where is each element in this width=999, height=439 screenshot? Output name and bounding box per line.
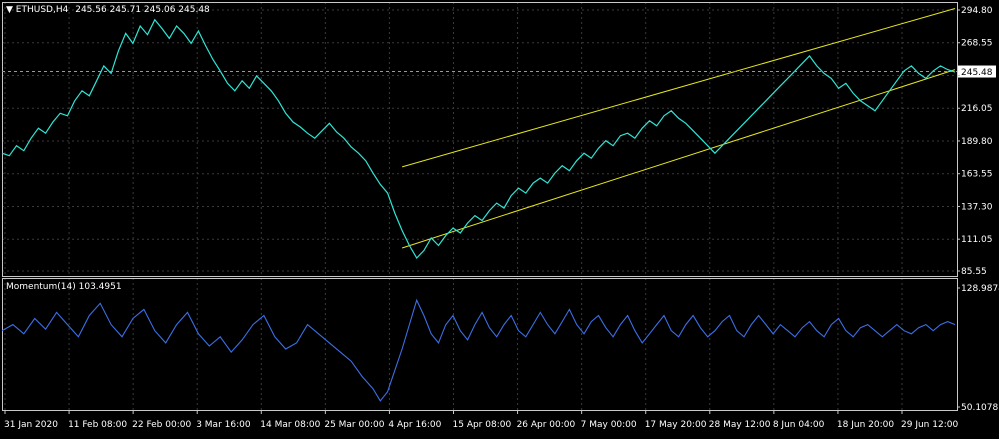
price-series-line xyxy=(1,18,956,259)
ohlc-values: 245.56 245.71 245.06 245.48 xyxy=(75,5,210,15)
time-axis-label: 22 Feb 00:00 xyxy=(132,420,191,430)
time-axis-label: 4 Apr 16:00 xyxy=(388,420,441,430)
indicator-axis-label: 128.9874 xyxy=(961,284,999,294)
price-axis-label: 163.55 xyxy=(961,170,993,180)
last-price-label: 245.48 xyxy=(961,68,993,78)
time-axis-label: 29 Jun 12:00 xyxy=(901,420,958,430)
last-price-marker xyxy=(958,65,996,78)
time-axis-label: 14 Mar 08:00 xyxy=(260,420,320,430)
time-axis-label: 15 Apr 08:00 xyxy=(453,420,512,430)
momentum-label: Momentum(14) 103.4951 xyxy=(6,282,122,292)
time-axis-label: 11 Feb 08:00 xyxy=(68,420,127,430)
price-axis-label: 137.30 xyxy=(961,202,993,212)
price-axis-label: 111.05 xyxy=(961,235,993,245)
time-axis-label: 8 Jun 04:00 xyxy=(773,420,825,430)
channel-line-upper[interactable] xyxy=(401,8,956,168)
indicator-pane-frame xyxy=(2,278,958,411)
channel-line-lower[interactable] xyxy=(401,69,956,249)
price-axis-label: 216.05 xyxy=(961,104,993,114)
time-axis-label: 28 May 12:00 xyxy=(709,420,771,430)
time-axis-label: 31 Jan 2020 xyxy=(4,420,58,430)
time-axis-label: 26 Apr 00:00 xyxy=(517,420,576,430)
symbol-label: ETHUSD,H4 xyxy=(15,5,69,15)
price-axis-label: 189.80 xyxy=(961,137,993,147)
time-axis-label: 17 May 20:00 xyxy=(645,420,707,430)
collapse-triangle-icon[interactable]: ▼ xyxy=(6,5,13,15)
indicator-axis-label: 50.1078 xyxy=(961,403,998,413)
momentum-series-line xyxy=(1,298,956,402)
time-axis-label: 7 May 00:00 xyxy=(581,420,637,430)
price-axis-label: 85.55 xyxy=(961,267,987,277)
price-axis-label: 268.55 xyxy=(961,39,993,49)
time-axis-label: 18 Jun 20:00 xyxy=(837,420,894,430)
price-axis-label: 294.80 xyxy=(961,6,993,16)
time-axis-label: 3 Mar 16:00 xyxy=(196,420,251,430)
price-pane-frame xyxy=(2,2,958,277)
indicator-header: Momentum(14) 103.4951 xyxy=(6,282,122,292)
time-axis-label: 25 Mar 00:00 xyxy=(324,420,384,430)
symbol-header: ▼ ETHUSD,H4 245.56 245.71 245.06 245.48 xyxy=(6,5,210,15)
